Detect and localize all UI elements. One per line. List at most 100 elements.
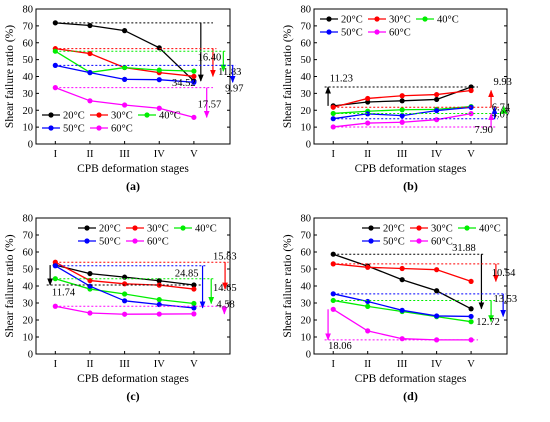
data-point — [191, 79, 197, 85]
annotation-label: 12.72 — [476, 317, 500, 328]
data-point — [156, 311, 162, 317]
legend-label: 60°C — [389, 28, 411, 39]
y-tick-label: 10 — [301, 123, 312, 134]
y-axis-label: Shear failure ratio (%) — [4, 25, 16, 128]
data-point — [156, 105, 162, 111]
legend-label: 40°C — [479, 224, 501, 235]
legend-marker — [422, 16, 428, 22]
data-point — [191, 282, 197, 288]
y-tick-label: 80 — [23, 214, 34, 225]
data-point — [399, 265, 405, 272]
legend-marker — [374, 16, 380, 22]
legend-marker — [84, 225, 90, 231]
panel-label: (b) — [403, 179, 418, 193]
data-point — [365, 120, 371, 126]
x-tick-label: I — [331, 149, 335, 160]
y-tick-label: 80 — [301, 214, 312, 225]
annotation-label: 7.90 — [475, 125, 493, 136]
legend-label: 50°C — [63, 124, 85, 135]
data-point — [87, 270, 93, 277]
legend-label: 30°C — [389, 15, 411, 26]
legend-label: 60°C — [431, 237, 453, 248]
y-tick-label: 30 — [23, 89, 34, 100]
y-tick-label: 80 — [301, 5, 312, 16]
y-tick-label: 20 — [301, 316, 312, 327]
data-point — [434, 267, 440, 273]
y-tick-label: 40 — [23, 72, 34, 83]
legend-label: 60°C — [111, 124, 133, 135]
y-tick-label: 60 — [301, 248, 312, 259]
data-point — [191, 114, 197, 120]
data-point — [87, 277, 93, 284]
y-tick-label: 50 — [23, 55, 34, 66]
legend-label: 30°C — [431, 224, 453, 235]
x-tick-label: III — [397, 359, 408, 370]
annotation-label: 11.23 — [330, 74, 353, 85]
data-point — [330, 306, 336, 312]
y-tick-label: 40 — [23, 282, 34, 293]
annotation-label: 4.07 — [492, 110, 510, 121]
x-axis-label: CPB deformation stages — [77, 163, 189, 175]
data-point — [156, 45, 162, 51]
legend-marker — [416, 238, 422, 244]
legend-marker — [132, 225, 138, 231]
data-point — [365, 95, 371, 102]
legend-label: 40°C — [437, 15, 459, 26]
x-tick-label: II — [86, 359, 93, 370]
x-tick-label: V — [190, 359, 198, 370]
legend-marker — [374, 29, 380, 35]
data-point — [399, 107, 405, 113]
data-point — [468, 313, 474, 320]
y-tick-label: 80 — [23, 5, 34, 16]
data-point — [87, 310, 93, 316]
data-point — [468, 337, 474, 343]
legend-marker — [180, 225, 186, 231]
legend-marker — [144, 112, 150, 118]
annotation-label: 14.65 — [213, 283, 237, 294]
legend-marker — [326, 29, 332, 35]
annotation-label: 6.74 — [492, 102, 511, 113]
annotation-label: 9.93 — [493, 77, 511, 88]
plot-frame — [35, 217, 231, 355]
legend-label: 60°C — [147, 237, 169, 248]
data-point — [87, 70, 93, 76]
data-point — [122, 64, 128, 71]
legend-label: 20°C — [383, 224, 405, 235]
y-axis-label: Shear failure ratio (%) — [282, 234, 294, 337]
data-point — [434, 96, 440, 103]
y-tick-label: 0 — [28, 350, 33, 361]
data-point — [365, 303, 371, 309]
x-tick-label: III — [397, 149, 408, 160]
data-point — [468, 319, 474, 325]
data-point — [122, 76, 128, 82]
data-point — [122, 102, 128, 108]
data-point — [434, 117, 440, 123]
annotation-label: 34.52 — [172, 78, 196, 89]
x-tick-label: II — [364, 149, 371, 160]
data-point — [399, 277, 405, 283]
data-point — [122, 28, 128, 34]
data-point — [122, 274, 128, 280]
y-tick-label: 70 — [23, 231, 34, 242]
annotation-label: 16.40 — [198, 52, 222, 63]
legend-label: 30°C — [147, 224, 169, 235]
annotation-label: 11.83 — [218, 67, 241, 78]
x-tick-label: IV — [154, 149, 165, 160]
data-point — [122, 311, 128, 317]
y-tick-label: 70 — [301, 231, 312, 242]
data-point — [468, 306, 474, 312]
y-tick-label: 60 — [23, 248, 34, 259]
data-point — [399, 336, 405, 342]
annotation-label: 15.83 — [213, 252, 237, 263]
legend-marker — [368, 225, 374, 231]
y-tick-label: 70 — [23, 21, 34, 32]
x-tick-label: III — [119, 359, 130, 370]
x-tick-label: II — [364, 359, 371, 370]
data-point — [191, 73, 197, 79]
annotation-label: 24.85 — [175, 269, 199, 280]
legend-marker — [96, 125, 102, 131]
data-point — [365, 111, 371, 117]
x-tick-label: V — [190, 149, 198, 160]
data-point — [87, 50, 93, 57]
